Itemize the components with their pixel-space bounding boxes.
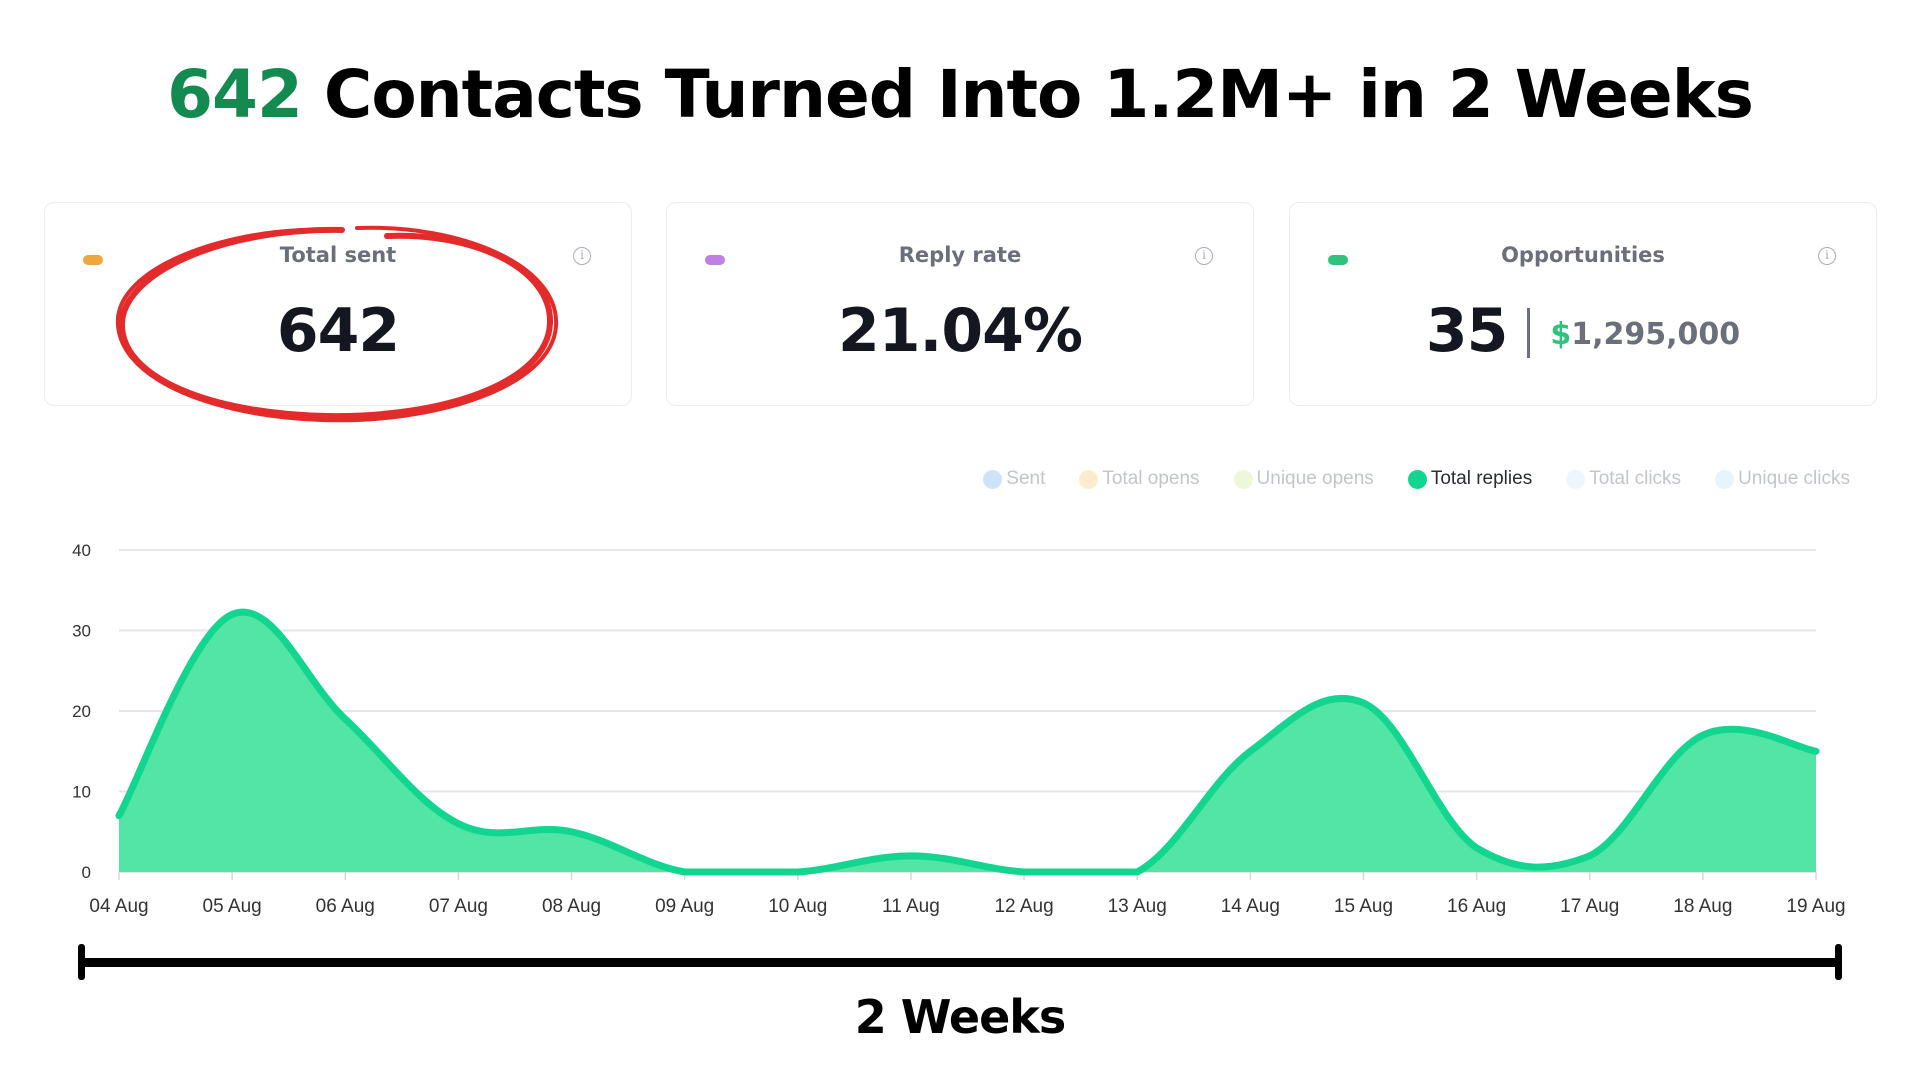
- x-tick-label: 15 Aug: [1334, 896, 1393, 917]
- x-tick-label: 04 Aug: [89, 896, 148, 917]
- card-value: 21.04%: [838, 296, 1083, 366]
- x-tick-label: 09 Aug: [655, 896, 714, 917]
- bracket-right-cap: [1835, 944, 1842, 980]
- x-tick-label: 10 Aug: [768, 896, 827, 917]
- legend-label: Total clicks: [1589, 468, 1682, 489]
- series-area: [119, 612, 1816, 872]
- x-tick-label: 17 Aug: [1560, 896, 1619, 917]
- headline-rest: Contacts Turned Into 1.2M+ in 2 Weeks: [301, 56, 1754, 133]
- x-tick-label: 14 Aug: [1221, 896, 1280, 917]
- y-tick-label: 20: [72, 702, 91, 721]
- legend-item[interactable]: Total opens: [1079, 468, 1200, 490]
- x-tick-label: 08 Aug: [542, 896, 601, 917]
- legend-item[interactable]: Unique clicks: [1715, 468, 1850, 490]
- x-tick-label: 19 Aug: [1786, 896, 1845, 917]
- x-tick-label: 05 Aug: [203, 896, 262, 917]
- legend-swatch: [1407, 469, 1427, 489]
- y-tick-label: 10: [72, 783, 91, 802]
- status-dot: [83, 255, 103, 265]
- legend-label: Sent: [1006, 468, 1046, 489]
- y-tick-label: 0: [82, 863, 91, 882]
- legend-label: Unique clicks: [1738, 468, 1850, 489]
- info-icon[interactable]: i: [1195, 247, 1213, 265]
- time-span-bracket: [78, 944, 1842, 980]
- card-label: Opportunities: [1501, 243, 1665, 267]
- card-label: Reply rate: [898, 243, 1022, 267]
- legend-item[interactable]: Total clicks: [1566, 468, 1681, 490]
- legend-swatch: [1233, 469, 1253, 489]
- x-tick-label: 16 Aug: [1447, 896, 1506, 917]
- x-tick-label: 11 Aug: [882, 896, 940, 917]
- stat-card-total-sent: Total sent i 642: [44, 202, 632, 406]
- legend-item[interactable]: Total replies: [1407, 468, 1533, 490]
- legend-item[interactable]: Sent: [983, 468, 1045, 490]
- status-dot: [1328, 255, 1348, 265]
- divider: [1527, 308, 1531, 358]
- card-label: Total sent: [279, 243, 397, 267]
- card-value: 642: [276, 296, 400, 366]
- x-tick-label: 13 Aug: [1108, 896, 1167, 917]
- currency-symbol: $: [1550, 316, 1572, 352]
- y-tick-label: 30: [72, 622, 91, 641]
- legend-swatch: [1715, 469, 1735, 489]
- stat-card-opportunities: Opportunities i 35 $1,295,000: [1289, 202, 1877, 406]
- x-tick-label: 07 Aug: [429, 896, 488, 917]
- amount-value: 1,295,000: [1571, 316, 1741, 352]
- legend-swatch: [1079, 469, 1099, 489]
- span-label: 2 Weeks: [854, 990, 1067, 1044]
- opportunities-count: 35: [1425, 296, 1508, 366]
- legend-label: Total opens: [1102, 468, 1200, 489]
- x-tick-label: 12 Aug: [994, 896, 1053, 917]
- replies-area-chart: 0 10 20 30 40 04 Aug 05 Aug 06 Aug 07 Aug 08 Aug 0…: [72, 541, 1846, 917]
- stat-card-reply-rate: Reply rate i 21.04%: [666, 202, 1254, 406]
- legend-label: Unique opens: [1256, 468, 1374, 489]
- legend-label: Total replies: [1430, 468, 1533, 489]
- headline: 642 Contacts Turned Into 1.2M+ in 2 Week…: [0, 62, 1920, 128]
- legend-swatch: [1566, 469, 1586, 489]
- series-line: [115, 608, 1820, 876]
- chart-legend: Sent Total opens Unique opens Total replies…: [983, 468, 1850, 490]
- x-tick-label: 06 Aug: [316, 896, 375, 917]
- legend-swatch: [983, 469, 1003, 489]
- legend-item[interactable]: Unique opens: [1233, 468, 1374, 490]
- info-icon[interactable]: i: [1818, 247, 1836, 265]
- headline-accent: 642: [167, 56, 303, 133]
- card-value-row: 35 $1,295,000: [1290, 301, 1876, 361]
- x-tick-label: 18 Aug: [1673, 896, 1732, 917]
- opportunities-amount: $1,295,000: [1550, 317, 1740, 352]
- info-icon[interactable]: i: [573, 247, 591, 265]
- y-tick-label: 40: [72, 541, 91, 560]
- status-dot: [705, 255, 725, 265]
- bracket-line: [78, 958, 1842, 967]
